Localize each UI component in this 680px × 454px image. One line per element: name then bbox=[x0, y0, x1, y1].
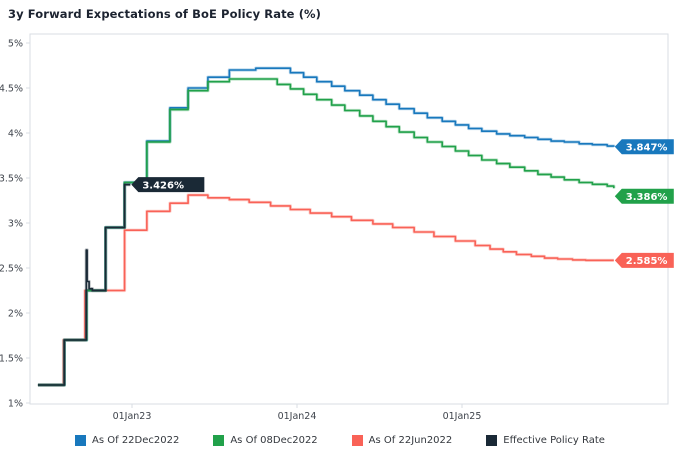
series-line-as-of-22jun2022 bbox=[37, 194, 614, 386]
x-tick-label: 01Jan24 bbox=[278, 411, 317, 422]
chart-title: 3y Forward Expectations of BoE Policy Ra… bbox=[8, 7, 322, 21]
legend-swatch-red bbox=[351, 434, 363, 446]
chart-legend: As Of 22Dec2022 As Of 08Dec2022 As Of 22… bbox=[0, 430, 680, 450]
legend-item-as-of-22dec2022[interactable]: As Of 22Dec2022 bbox=[75, 434, 180, 446]
y-tick-label: 5% bbox=[8, 39, 23, 50]
x-tick-label: 01Jan25 bbox=[443, 411, 482, 422]
end-label-tag-as-of-08dec2022 bbox=[614, 188, 674, 204]
series-line-effective-policy-rate bbox=[37, 183, 131, 386]
y-tick-label: 3% bbox=[8, 219, 23, 230]
end-label-tag-effective-policy-rate bbox=[131, 177, 205, 193]
legend-swatch-navy bbox=[486, 434, 498, 446]
end-label-tag-as-of-22dec2022 bbox=[614, 139, 674, 155]
end-label-value-as-of-22jun2022: 2.585% bbox=[626, 256, 668, 267]
legend-item-as-of-22jun2022[interactable]: As Of 22Jun2022 bbox=[351, 434, 453, 446]
end-label-value-as-of-22dec2022: 3.847% bbox=[626, 143, 668, 154]
legend-label: Effective Policy Rate bbox=[503, 434, 605, 446]
x-tick-label: 01Jan23 bbox=[113, 411, 152, 422]
plot-border bbox=[29, 33, 669, 405]
series-line-as-of-08dec2022 bbox=[37, 78, 615, 386]
y-tick-label: 3.5% bbox=[0, 174, 23, 185]
y-tick-label: 2% bbox=[8, 309, 23, 320]
y-tick-label: 1.5% bbox=[0, 354, 23, 365]
y-tick-label: 4.5% bbox=[0, 84, 23, 95]
end-label-tag-as-of-22jun2022 bbox=[614, 252, 674, 268]
legend-item-as-of-08dec2022[interactable]: As Of 08Dec2022 bbox=[213, 434, 318, 446]
series-halo-effective-policy-rate bbox=[37, 183, 131, 387]
y-tick-label: 1% bbox=[8, 399, 23, 410]
y-tick-label: 4% bbox=[8, 129, 23, 140]
end-label-value-effective-policy-rate: 3.426% bbox=[142, 180, 184, 191]
legend-label: As Of 22Dec2022 bbox=[92, 434, 180, 446]
end-label-value-as-of-08dec2022: 3.386% bbox=[626, 192, 668, 203]
legend-item-effective-policy-rate[interactable]: Effective Policy Rate bbox=[486, 434, 605, 446]
legend-swatch-blue bbox=[75, 434, 87, 446]
legend-label: As Of 22Jun2022 bbox=[368, 434, 453, 446]
legend-swatch-green bbox=[213, 434, 225, 446]
legend-label: As Of 08Dec2022 bbox=[230, 434, 318, 446]
y-tick-label: 2.5% bbox=[0, 264, 23, 275]
forward-rate-chart: 5% 4.5% 4% 3.5% 3% 2.5% 2% 1.5% 1% 01Jan23 01Jan24… bbox=[0, 33, 674, 422]
